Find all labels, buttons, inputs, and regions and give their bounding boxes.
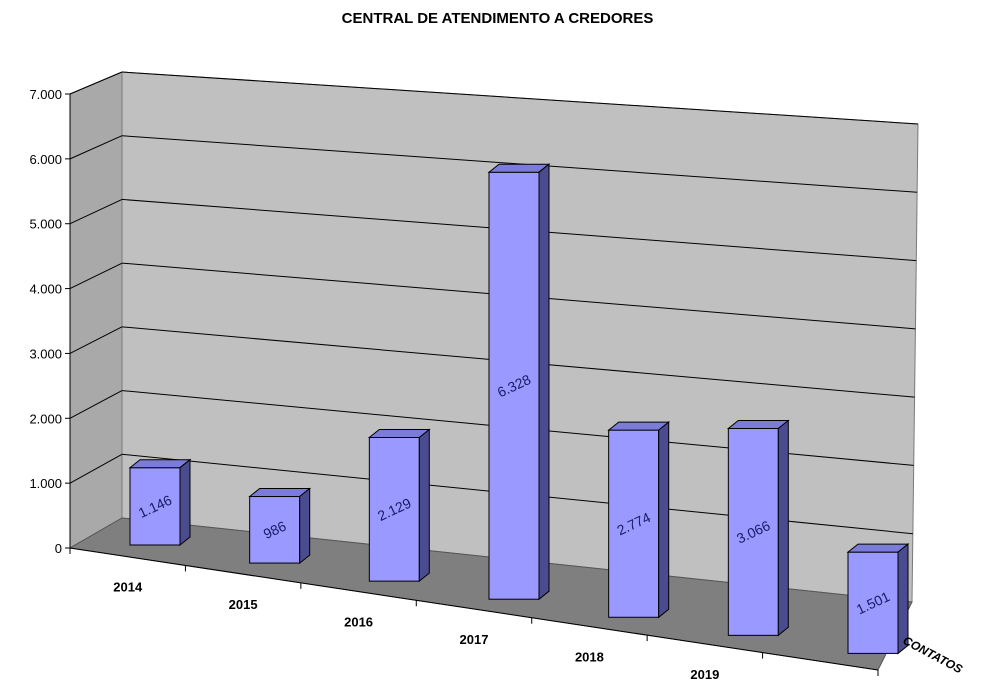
bar-side [897, 543, 909, 655]
bar-front [249, 496, 301, 564]
bar-side [777, 419, 789, 637]
y-tick-label: 1.000 [29, 476, 62, 491]
bar-side [538, 163, 550, 601]
x-tick-label: 2017 [460, 632, 489, 647]
gridline-side [69, 390, 123, 419]
bar-side [299, 487, 311, 565]
bar-side [658, 421, 670, 619]
gridline-side [69, 262, 123, 290]
gridline-side [69, 198, 123, 225]
gridline-side [69, 453, 123, 484]
gridline-side [69, 71, 123, 95]
x-tick-label: 2016 [344, 615, 373, 630]
y-tick-label: 7.000 [29, 87, 62, 102]
bars [128, 163, 910, 655]
bar-front [727, 427, 779, 636]
y-tick-label: 4.000 [29, 282, 62, 297]
x-tick-label: 2015 [229, 597, 258, 612]
y-tick-label: 0 [55, 541, 62, 556]
gridline-side [69, 326, 123, 354]
bar-side [179, 458, 191, 547]
y-tick-label: 5.000 [29, 217, 62, 232]
gridline-back [121, 71, 919, 125]
gridline-side [69, 135, 123, 160]
side-wall [69, 71, 123, 549]
y-tick-label: 6.000 [29, 152, 62, 167]
series-label: CONTATOS [901, 633, 965, 676]
bar-side [418, 428, 430, 583]
x-tick-label: 2018 [575, 649, 604, 664]
y-tick-label: 2.000 [29, 411, 62, 426]
y-tick-label: 3.000 [29, 346, 62, 361]
x-tick-label: 2014 [113, 580, 143, 595]
bar-front [488, 171, 540, 600]
axes [65, 93, 879, 676]
x-axis [69, 547, 879, 671]
x-tick-label: 2019 [690, 667, 719, 680]
chart-title: CENTRAL DE ATENDIMENTO A CREDORES [341, 10, 654, 27]
